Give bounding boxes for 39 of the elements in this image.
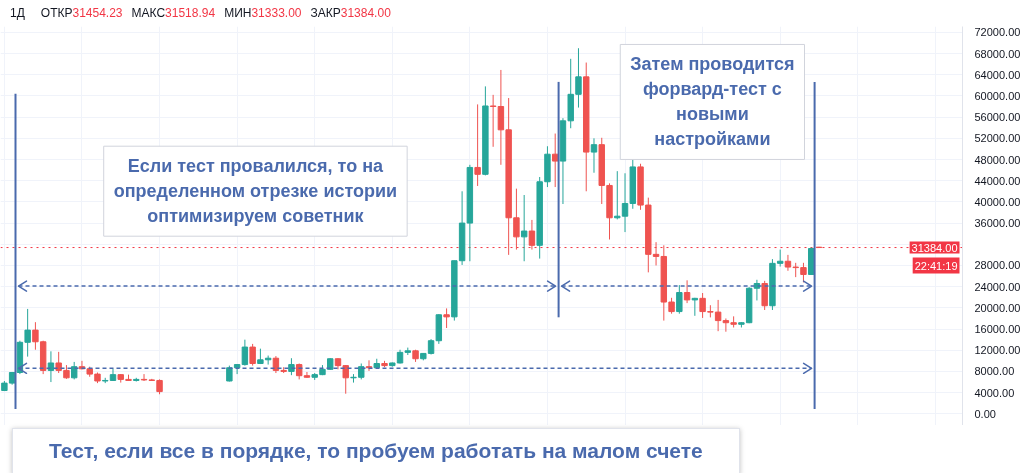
y-tick-label: 68000.00 [974,47,1021,60]
annotation: Если тест провалился, то на определенном отрезке истории оптимизируем советник [113,156,398,227]
candlestick [520,194,528,262]
y-tick-label: 36000.00 [974,217,1021,230]
chart-subtitle: ОТКР31454.23 МАКС31518.94 МИН31333.00 ЗАКР31384.00 [40,6,391,20]
candlestick [474,103,481,187]
candlestick [590,137,598,174]
y-tick-label: 48000.00 [974,153,1021,166]
y-tick-label: 44000.00 [974,174,1021,187]
y-tick-label: 52000.00 [974,132,1021,145]
candlestick [241,339,249,367]
candlestick [676,284,683,315]
y-tick-label: 24000.00 [974,280,1021,293]
candlestick [47,350,55,383]
candlestick [683,279,691,304]
text: Тест, если все в порядке, то пробуем работать на малом счете [12,428,740,473]
annotation: Затем проводится форвард-тест с новыми настройками [630,54,795,150]
candlestick [443,307,450,329]
y-tick-label: 56000.00 [974,111,1021,124]
candlestick [249,343,256,367]
y-tick-label: 28000.00 [974,259,1021,272]
candlestick [528,219,536,251]
y-tick-label: 20000.00 [974,301,1021,314]
candlestick [761,280,768,311]
candlestick [365,359,373,372]
y-tick-label: 64000.00 [974,68,1021,81]
y-tick-label: 16000.00 [974,323,1021,336]
y-tick-label: 4000.00 [974,386,1015,399]
y-tick-label: 12000.00 [974,344,1021,357]
candlestick [233,363,241,375]
y-tick-label: 0.00 [974,407,996,420]
y-tick-label: 72000.00 [974,26,1021,39]
chart-title: 1Д [10,6,25,20]
candlestick [551,133,559,188]
ref-line-label: 31384.00 [911,241,958,254]
y-tick-label: 60000.00 [974,89,1021,102]
y-tick-label: 8000.00 [974,365,1015,378]
y-tick-label: 40000.00 [974,195,1021,208]
annotation: 22:41:19 [914,259,958,272]
